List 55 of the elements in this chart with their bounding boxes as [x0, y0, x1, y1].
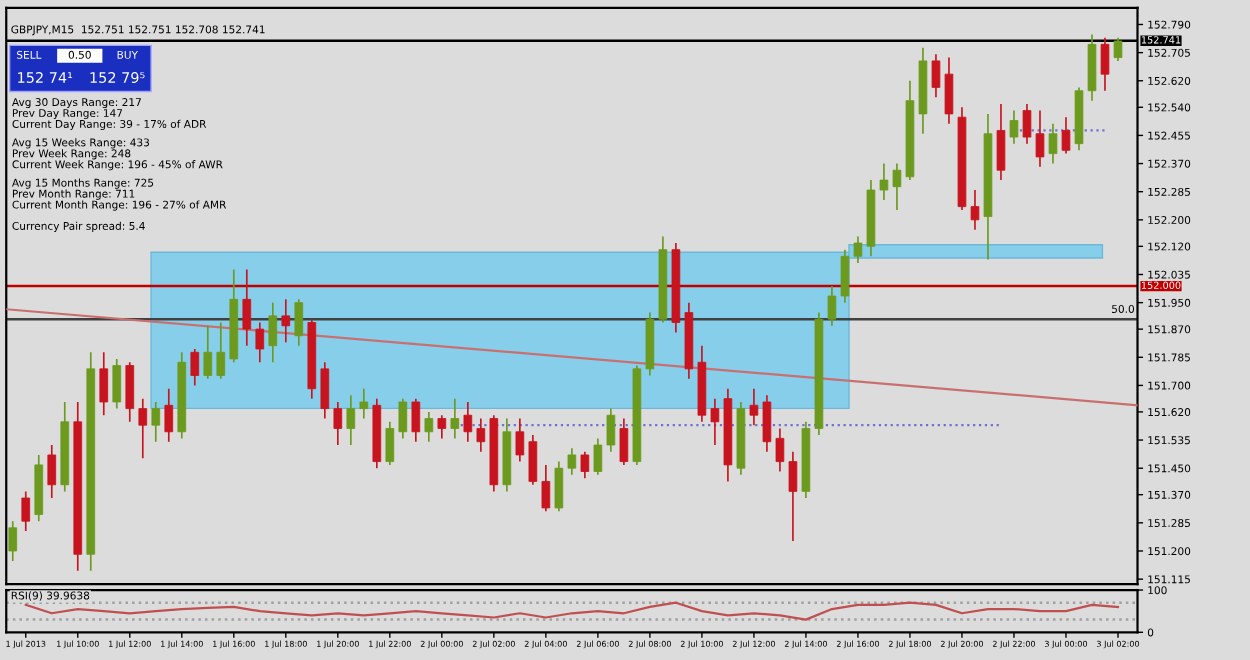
candlestick: [827, 285, 837, 327]
candlestick: [541, 464, 551, 513]
candlestick: [281, 298, 291, 344]
candlestick: [294, 298, 304, 347]
candlestick: [333, 401, 343, 446]
candlestick: [1009, 109, 1019, 145]
candlestick: [190, 348, 200, 387]
candlestick: [203, 324, 213, 380]
candlestick: [1100, 36, 1110, 92]
candlestick: [593, 437, 603, 476]
candlestick: [47, 444, 57, 499]
candlestick: [242, 268, 252, 347]
line-series: [24, 601, 1120, 621]
candlestick: [788, 450, 798, 542]
candlestick: [853, 235, 863, 264]
candlestick: [528, 434, 538, 486]
candlestick: [580, 450, 590, 479]
candlestick: [21, 490, 31, 532]
candlestick: [554, 460, 564, 513]
candlestick: [1048, 122, 1058, 165]
candlestick: [840, 248, 850, 304]
candlestick: [762, 394, 772, 453]
candlestick: [710, 397, 720, 446]
candlestick: [1113, 36, 1123, 62]
candlestick: [216, 321, 226, 380]
candlestick: [346, 394, 356, 446]
candlestick: [268, 301, 278, 364]
candlestick: [463, 401, 473, 443]
candlestick: [879, 162, 889, 201]
candlestick: [8, 520, 18, 562]
candlestick: [125, 361, 135, 423]
candlestick: [398, 397, 408, 440]
candlestick: [476, 417, 486, 453]
candlestick: [996, 103, 1006, 181]
candlestick: [775, 427, 785, 473]
candlestick: [385, 421, 395, 466]
candlestick: [450, 397, 460, 440]
candlestick: [320, 361, 330, 420]
candlestick: [1061, 116, 1071, 155]
candlestick: [164, 387, 174, 443]
candlestick: [112, 358, 122, 410]
candlestick: [619, 417, 629, 466]
candlestick: [255, 321, 265, 364]
candlestick: [749, 387, 759, 426]
candlestick: [515, 417, 525, 463]
candlestick: [411, 397, 421, 443]
candlestick: [892, 162, 902, 211]
candlestick: [99, 351, 109, 417]
candlestick: [606, 407, 616, 453]
candlestick: [151, 401, 161, 443]
candlestick: [138, 397, 148, 460]
candlestick: [359, 387, 369, 420]
candlestick: [567, 447, 577, 476]
candlestick: [424, 411, 434, 443]
candlestick: [437, 414, 447, 440]
